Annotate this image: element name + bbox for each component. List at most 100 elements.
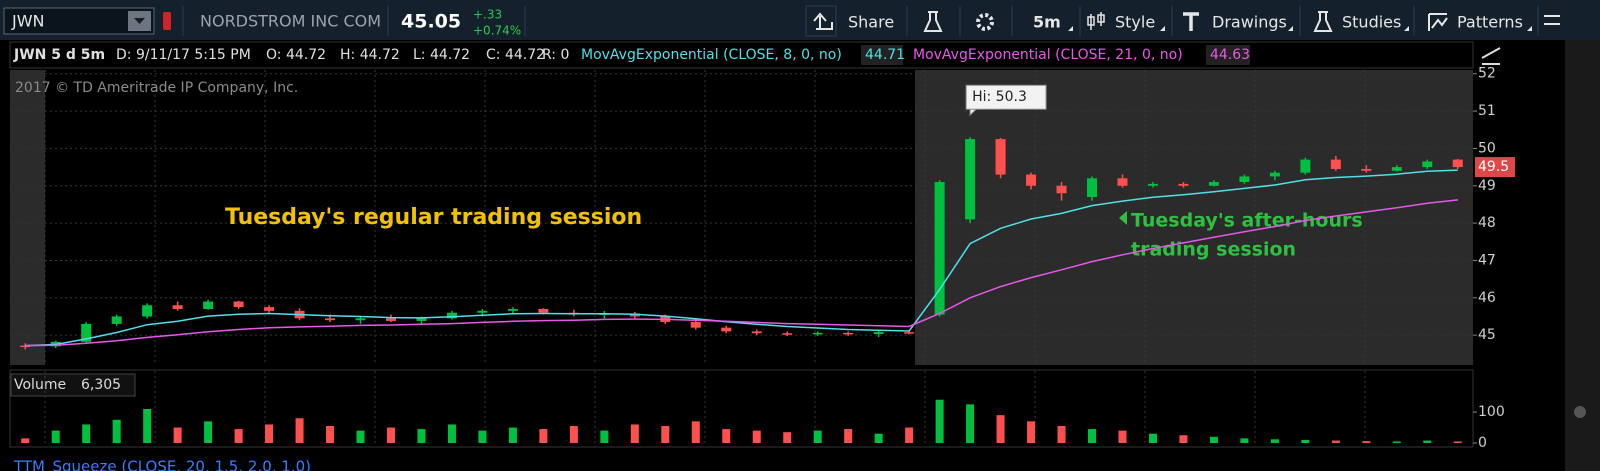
drawings-button[interactable]: Drawings <box>1212 13 1287 32</box>
candle-body <box>873 332 884 335</box>
study-name[interactable]: MovAvgExponential (CLOSE, 8, 0, no) <box>581 47 842 63</box>
candle-body <box>1026 174 1037 186</box>
candle-body <box>1147 183 1158 186</box>
annotation: Tuesday's regular trading session <box>225 205 642 230</box>
volume-bar <box>356 430 365 443</box>
side-control[interactable] <box>1574 406 1586 418</box>
candle-body <box>111 316 122 324</box>
volume-bar <box>905 427 914 443</box>
patterns-icon <box>1428 13 1448 31</box>
volume-bar <box>691 421 700 443</box>
candle-body <box>1330 159 1341 169</box>
last-price-marker <box>1475 157 1515 178</box>
change-percent: +0.74% <box>473 24 521 38</box>
bar-low: L: 44.72 <box>413 47 470 63</box>
bar-close: C: 44.72 <box>486 47 545 63</box>
volume-bar <box>1392 441 1401 443</box>
volume-bar <box>326 426 335 443</box>
watermark: 2017 © TD Ameritrade IP Company, Inc. <box>15 80 298 96</box>
volume-bar <box>630 424 639 443</box>
callout-label: Hi: 50.3 <box>972 89 1027 105</box>
volume-bar <box>783 432 792 443</box>
volume-bar <box>600 430 609 443</box>
volume-bar <box>478 430 487 443</box>
bar-high: H: 44.72 <box>340 47 400 63</box>
volume-bar <box>508 427 517 443</box>
volume-bar <box>539 429 548 443</box>
volume-bar <box>1423 440 1432 443</box>
candle-body <box>1117 178 1128 186</box>
volume-bar <box>234 429 243 443</box>
annotation: trading session <box>1131 239 1296 261</box>
volume-header <box>10 373 136 397</box>
candle-body <box>172 305 183 309</box>
candle-body <box>1208 182 1219 186</box>
candle-body <box>934 182 945 315</box>
y-tick-label: 52 <box>1478 66 1496 82</box>
candle-body <box>477 310 488 313</box>
style-icon <box>1087 12 1105 30</box>
change: +.33 <box>473 8 502 22</box>
candle-body <box>1422 161 1433 168</box>
corner-arrow <box>1288 26 1293 31</box>
candle-body <box>690 322 701 328</box>
candle-body <box>142 305 153 317</box>
candle-body <box>233 301 244 308</box>
volume-tick-label: 100 <box>1478 404 1505 420</box>
bar-open: O: 44.72 <box>266 47 326 63</box>
volume-title: Volume <box>14 377 66 393</box>
y-tick-label: 45 <box>1478 327 1496 343</box>
bar-range: R: 0 <box>542 47 569 63</box>
volume-bar <box>265 424 274 443</box>
volume-bar <box>51 430 60 443</box>
last-price: 45.05 <box>401 11 461 33</box>
volume-bar <box>417 429 426 443</box>
style-button[interactable]: Style <box>1115 13 1155 32</box>
candle-body <box>1087 178 1098 197</box>
lower-study[interactable]: TTM_Squeeze (CLOSE, 20, 1.5, 2.0, 1.0) <box>13 458 311 471</box>
share-icon <box>813 12 833 30</box>
dropdown-arrow <box>134 18 145 24</box>
y-tick-label: 48 <box>1478 215 1496 231</box>
candle-body <box>1178 183 1189 186</box>
share-button[interactable]: Share <box>848 13 894 32</box>
candle-body <box>995 139 1006 175</box>
settings-button[interactable] <box>976 13 994 31</box>
candle-body <box>904 332 915 334</box>
annotation-pointer <box>1119 211 1127 225</box>
timeframe-button[interactable]: 5m <box>1033 13 1061 32</box>
corner-arrow <box>1404 26 1409 31</box>
candle-body <box>1056 185 1067 194</box>
study-name[interactable]: MovAvgExponential (CLOSE, 21, 0, no) <box>913 47 1183 63</box>
callout-box <box>965 84 1047 117</box>
candle-body <box>385 318 396 321</box>
chart-symbol: JWN 5 d 5m <box>13 47 105 63</box>
candle-body <box>1300 159 1311 173</box>
candle-body <box>538 308 549 313</box>
candle-body <box>812 332 823 335</box>
volume-bar <box>82 424 91 443</box>
volume-bar <box>1453 441 1462 443</box>
volume-bar <box>1301 439 1310 443</box>
volume-bar <box>1362 441 1371 443</box>
volume-bar <box>1179 435 1188 443</box>
scale-icon[interactable] <box>1481 47 1501 65</box>
volume-bar <box>661 426 670 443</box>
volume-bar <box>722 429 731 443</box>
flask-button[interactable] <box>923 11 943 32</box>
candle-body <box>1452 159 1463 168</box>
candle-body <box>81 323 92 342</box>
volume-bar <box>143 409 152 443</box>
y-tick-label: 47 <box>1478 252 1496 268</box>
studies-button[interactable]: Studies <box>1342 13 1401 32</box>
study-value: 44.71 <box>865 47 905 63</box>
volume-bar <box>173 427 182 443</box>
volume-bar <box>21 438 30 443</box>
drawings-icon <box>1183 12 1199 31</box>
patterns-button[interactable]: Patterns <box>1457 13 1523 32</box>
candle-body <box>325 318 336 321</box>
link-indicator[interactable] <box>163 12 171 30</box>
symbol[interactable]: JWN <box>11 12 45 31</box>
y-tick-label: 50 <box>1478 140 1496 156</box>
volume-bar <box>996 415 1005 443</box>
